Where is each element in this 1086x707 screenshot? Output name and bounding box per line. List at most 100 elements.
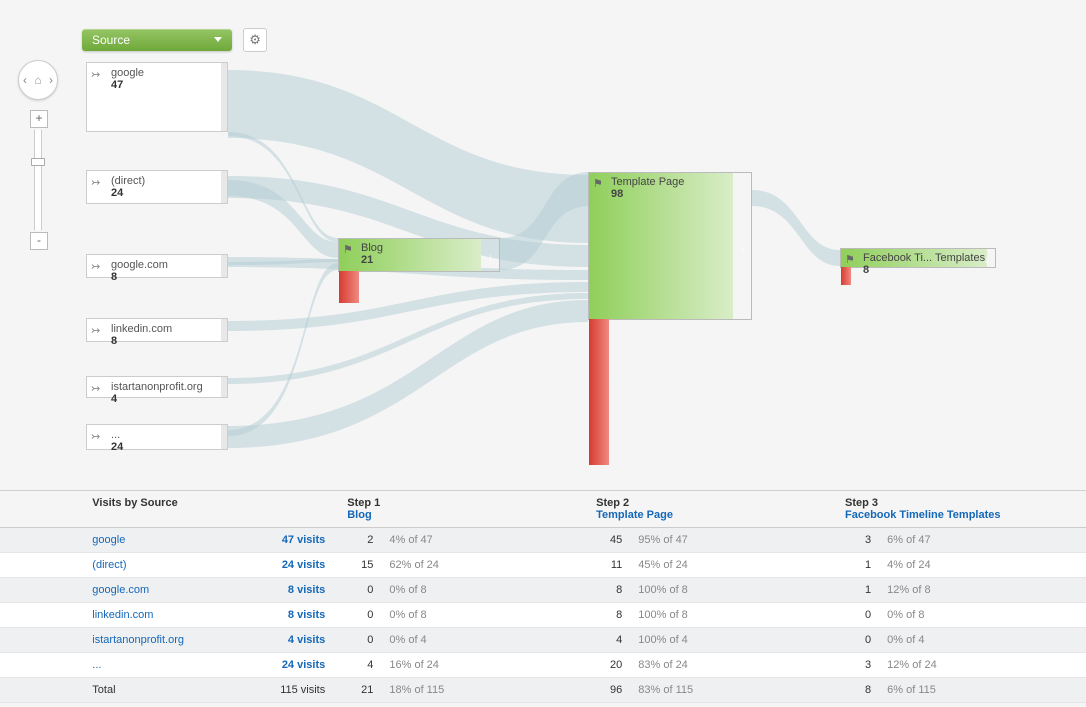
flow-path [752, 190, 840, 266]
step2-count: 8 [588, 578, 630, 603]
source-value: 24 [111, 441, 123, 453]
step2-pct: 83% of 115 [630, 678, 837, 703]
visits-cell: 8 visits [253, 578, 339, 603]
step3-pct: 12% of 8 [879, 578, 1086, 603]
step3-pct: 0% of 4 [879, 628, 1086, 653]
source-label: linkedin.com [111, 323, 172, 335]
source-icon: ↣ [91, 176, 105, 190]
dropoff-arrow-icon: ↓ [740, 243, 745, 254]
step2-count: 20 [588, 653, 630, 678]
flow-path [228, 263, 338, 436]
source-label: istartanonprofit.org [111, 381, 203, 393]
source-label: ... [111, 429, 120, 441]
table-row: google47 visits24% of 474595% of 4736% o… [0, 528, 1086, 553]
step1-count: 0 [339, 578, 381, 603]
source-card[interactable]: ↣google.com8 [86, 254, 228, 278]
step3-count: 3 [837, 653, 879, 678]
step1-pct: 4% of 47 [381, 528, 588, 553]
source-link[interactable]: linkedin.com [92, 609, 153, 621]
col-step-2[interactable]: Step 2 Template Page [588, 491, 837, 528]
flow-canvas: ↣google47↣(direct)24↣google.com8↣linkedi… [0, 0, 1086, 490]
step1-pct: 0% of 8 [381, 603, 588, 628]
step2-pct: 100% of 8 [630, 603, 837, 628]
step3-pct: 0% of 8 [879, 603, 1086, 628]
step3-pct: 6% of 115 [879, 678, 1086, 703]
step2-count: 8 [588, 603, 630, 628]
step-label: Blog [361, 242, 383, 254]
source-label: (direct) [111, 175, 145, 187]
source-link[interactable]: (direct) [92, 559, 126, 571]
source-card[interactable]: ↣ (direct)24 [86, 170, 228, 204]
step2-count: 4 [588, 628, 630, 653]
flag-icon: ⚑ [845, 253, 855, 266]
source-link[interactable]: google [92, 534, 125, 546]
visits-cell: 24 visits [253, 653, 339, 678]
source-link[interactable]: ... [92, 659, 101, 671]
step1-pct: 62% of 24 [381, 553, 588, 578]
step1-count: 0 [339, 628, 381, 653]
source-link[interactable]: istartanonprofit.org [92, 634, 184, 646]
step-label: Facebook Ti... Templates [863, 252, 985, 264]
step3-count: 1 [837, 578, 879, 603]
step1-count: 4 [339, 653, 381, 678]
table-row: linkedin.com8 visits00% of 88100% of 800… [0, 603, 1086, 628]
step-value: 8 [863, 264, 985, 276]
col-step-1[interactable]: Step 1 Blog [339, 491, 588, 528]
step1-count: 2 [339, 528, 381, 553]
step-3-title: Step 3 [845, 497, 878, 509]
source-card[interactable]: ↣linkedin.com8 [86, 318, 228, 342]
step-2-title: Step 2 [596, 497, 629, 509]
step-1-link: Blog [347, 509, 580, 521]
source-value: 24 [111, 187, 123, 199]
step2-pct: 95% of 47 [630, 528, 837, 553]
source-icon: ↣ [91, 324, 105, 338]
step-box[interactable]: ⚑ Template Page98 ↓ [588, 172, 752, 320]
source-card[interactable]: ↣ google47 [86, 62, 228, 132]
step3-pct: 6% of 47 [879, 528, 1086, 553]
step-value: 98 [611, 188, 684, 200]
step-dropoff-bar [841, 267, 851, 285]
dropoff-arrow-icon: ↓ [984, 255, 989, 266]
step1-count: 0 [339, 603, 381, 628]
table-row: Total115 visits2118% of 1159683% of 1158… [0, 678, 1086, 703]
flow-table: Visits by Source Step 1 Blog Step 2 Temp… [0, 490, 1086, 703]
source-card[interactable]: ↣...24 [86, 424, 228, 450]
step-box[interactable]: ⚑ Blog21 ↓ [338, 238, 500, 272]
source-value: 47 [111, 79, 123, 91]
step-1-title: Step 1 [347, 497, 380, 509]
flag-icon: ⚑ [593, 177, 603, 190]
source-link[interactable]: google.com [92, 584, 149, 596]
source-value: 8 [111, 271, 117, 283]
flag-icon: ⚑ [343, 243, 353, 256]
step1-pct: 0% of 4 [381, 628, 588, 653]
col-visits-by-source: Visits by Source [84, 491, 339, 528]
step2-pct: 100% of 4 [630, 628, 837, 653]
step-value: 21 [361, 254, 383, 266]
step-label: Template Page [611, 176, 684, 188]
source-value: 4 [111, 393, 117, 405]
source-label: google [111, 67, 144, 79]
step3-count: 1 [837, 553, 879, 578]
source-value: 8 [111, 335, 117, 347]
source-card[interactable]: ↣istartanonprofit.org4 [86, 376, 228, 398]
step1-pct: 0% of 8 [381, 578, 588, 603]
col-step-3[interactable]: Step 3 Facebook Timeline Templates [837, 491, 1086, 528]
table-row: ...24 visits416% of 242083% of 24312% of… [0, 653, 1086, 678]
visits-cell: 47 visits [253, 528, 339, 553]
table-row: google.com8 visits00% of 88100% of 8112%… [0, 578, 1086, 603]
step-dropoff-bar [339, 271, 359, 303]
step3-count: 0 [837, 603, 879, 628]
source-icon: ↣ [91, 260, 105, 274]
step3-count: 3 [837, 528, 879, 553]
step1-count: 15 [339, 553, 381, 578]
dropoff-arrow-icon: ↓ [488, 252, 493, 263]
step-box[interactable]: ⚑Facebook Ti... Templates8↓ [840, 248, 996, 268]
step-dropoff-bar [589, 319, 609, 465]
source-label: google.com [111, 259, 168, 271]
step3-count: 8 [837, 678, 879, 703]
visits-cell: 8 visits [253, 603, 339, 628]
step2-count: 11 [588, 553, 630, 578]
table-row: istartanonprofit.org4 visits00% of 44100… [0, 628, 1086, 653]
source-icon: ↣ [91, 68, 105, 82]
step3-pct: 4% of 24 [879, 553, 1086, 578]
